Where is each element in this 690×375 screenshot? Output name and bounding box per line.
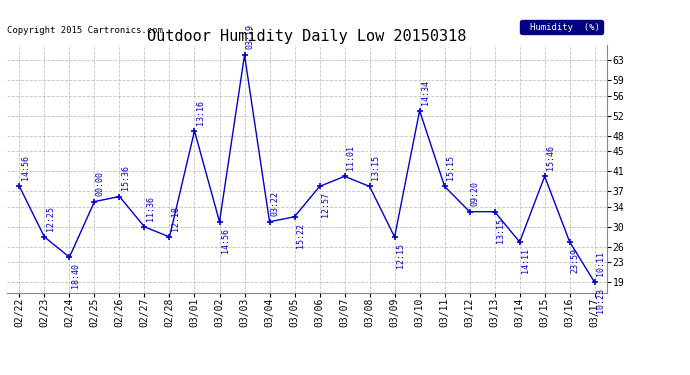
Text: 14:56: 14:56 bbox=[21, 155, 30, 180]
Text: 15:15: 15:15 bbox=[446, 155, 455, 180]
Text: 15:46: 15:46 bbox=[546, 145, 555, 170]
Text: 11:01: 11:01 bbox=[346, 145, 355, 170]
Legend: Humidity  (%): Humidity (%) bbox=[520, 20, 602, 34]
Text: 12:57: 12:57 bbox=[321, 192, 330, 217]
Text: 15:36: 15:36 bbox=[121, 165, 130, 190]
Text: 18:40: 18:40 bbox=[70, 263, 79, 288]
Text: 14:34: 14:34 bbox=[421, 80, 430, 105]
Text: 00:00: 00:00 bbox=[96, 171, 105, 195]
Text: 12:25: 12:25 bbox=[46, 206, 55, 231]
Text: 13:16: 13:16 bbox=[196, 100, 205, 125]
Text: 09:20: 09:20 bbox=[471, 181, 480, 206]
Text: 15:22: 15:22 bbox=[296, 223, 305, 248]
Text: 03:19: 03:19 bbox=[246, 24, 255, 49]
Text: 14:56: 14:56 bbox=[221, 228, 230, 253]
Text: Copyright 2015 Cartronics.com: Copyright 2015 Cartronics.com bbox=[7, 26, 163, 35]
Text: 03:22: 03:22 bbox=[270, 191, 279, 216]
Text: 10:11: 10:11 bbox=[596, 251, 605, 276]
Text: 12:15: 12:15 bbox=[396, 243, 405, 268]
Text: 11:36: 11:36 bbox=[146, 196, 155, 221]
Text: 13:15: 13:15 bbox=[371, 155, 380, 180]
Text: 14:11: 14:11 bbox=[521, 248, 530, 273]
Title: Outdoor Humidity Daily Low 20150318: Outdoor Humidity Daily Low 20150318 bbox=[148, 29, 466, 44]
Text: 23:59: 23:59 bbox=[571, 248, 580, 273]
Text: 13:15: 13:15 bbox=[496, 218, 505, 243]
Text: 12:18: 12:18 bbox=[170, 206, 179, 231]
Text: 10:23: 10:23 bbox=[596, 288, 605, 314]
